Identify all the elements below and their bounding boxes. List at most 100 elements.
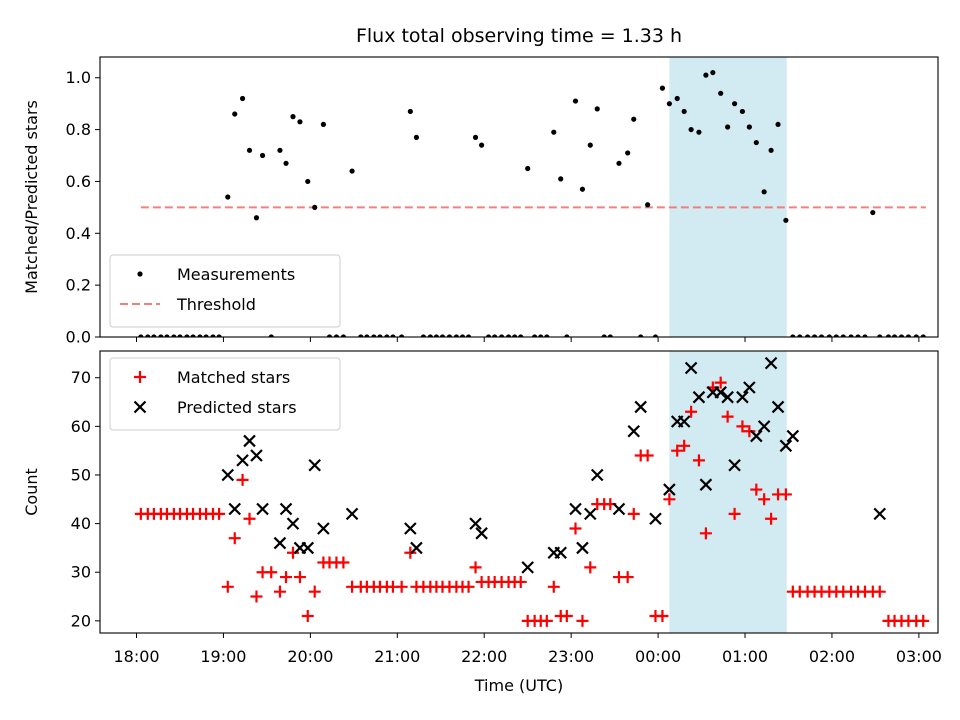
y-tick-label: 1.0 [66,68,91,87]
x-tick-label: 03:00 [896,647,942,666]
data-point [920,334,926,337]
data-point [521,561,534,574]
data-point [243,434,256,448]
data-point [564,334,570,337]
data-point [349,168,355,174]
data-point [210,334,216,337]
data-point [703,72,709,78]
y-tick-label: 0.4 [66,224,91,243]
data-point [840,334,846,337]
data-point [572,98,579,104]
data-point [779,439,793,453]
data-point [518,334,524,337]
data-point [158,334,164,337]
data-point [855,334,861,337]
data-point [576,614,589,627]
legend: Measurements Threshold [109,254,341,328]
data-point [579,186,586,192]
observing-window-span [669,57,787,337]
data-point [649,512,662,526]
axes-frame [99,56,939,338]
data-point [472,134,479,140]
data-point [305,178,311,185]
data-point [280,571,293,584]
data-point [326,334,333,337]
data-point [364,334,370,337]
data-point [671,444,684,457]
data-point [433,334,440,337]
data-point [384,334,390,337]
data-point [917,614,930,627]
y-tick-label: 20 [71,611,91,630]
legend: Matched stars Predicted stars [109,357,341,431]
data-point [757,420,771,433]
data-point [138,334,144,337]
data-point [625,150,631,156]
data-point [728,458,741,472]
data-point [492,334,498,337]
data-point [308,458,321,472]
data-point [225,194,231,200]
data-point [232,111,238,117]
data-point [345,507,359,521]
plot-area [134,356,930,627]
data-point [833,334,839,337]
data-point [590,468,604,482]
data-point [420,334,426,337]
data-point [145,334,151,337]
x-tick-label: 20:00 [287,647,333,666]
data-point [203,334,209,337]
series-matched-stars [134,376,930,627]
data-point [696,129,702,135]
data-point [718,90,724,96]
y-tick-label: 0.2 [66,276,91,295]
data-point [317,522,330,535]
data-point [584,507,597,521]
data-point [544,334,550,337]
data-point [714,376,727,389]
data-point [746,124,752,130]
data-point [797,334,803,337]
data-point [873,585,886,598]
data-point [256,502,269,516]
data-point [783,217,789,223]
data-point [407,108,413,115]
data-point [333,334,340,337]
data-point [320,121,327,128]
y-tick-label: 40 [71,514,91,533]
data-point [790,334,796,337]
data-point [465,334,472,337]
data-point [340,334,347,337]
data-point [358,334,364,337]
data-point [891,334,898,337]
data-point [786,429,800,443]
data-point [475,527,488,540]
data-point [286,517,300,530]
data-point [462,580,475,593]
data-point [681,108,687,115]
legend-label: Predicted stars [177,398,297,417]
data-point [505,334,512,337]
data-point [659,85,666,91]
data-point [656,609,669,622]
data-point [699,478,713,491]
data-point [743,381,756,394]
data-point [627,424,641,438]
data-point [631,116,637,122]
legend-box [109,254,341,328]
data-point [439,334,446,337]
legend-marker [137,271,143,277]
data-point [750,483,763,496]
data-point [265,566,278,579]
data-point [377,334,383,337]
data-point [663,493,676,506]
data-point [616,160,622,166]
data-point [739,108,746,115]
data-point [758,493,771,506]
data-point [663,483,676,496]
data-point [750,429,763,443]
axes-frame [99,350,939,634]
data-point [410,541,423,555]
data-point [277,147,283,153]
plot-area [138,69,926,337]
